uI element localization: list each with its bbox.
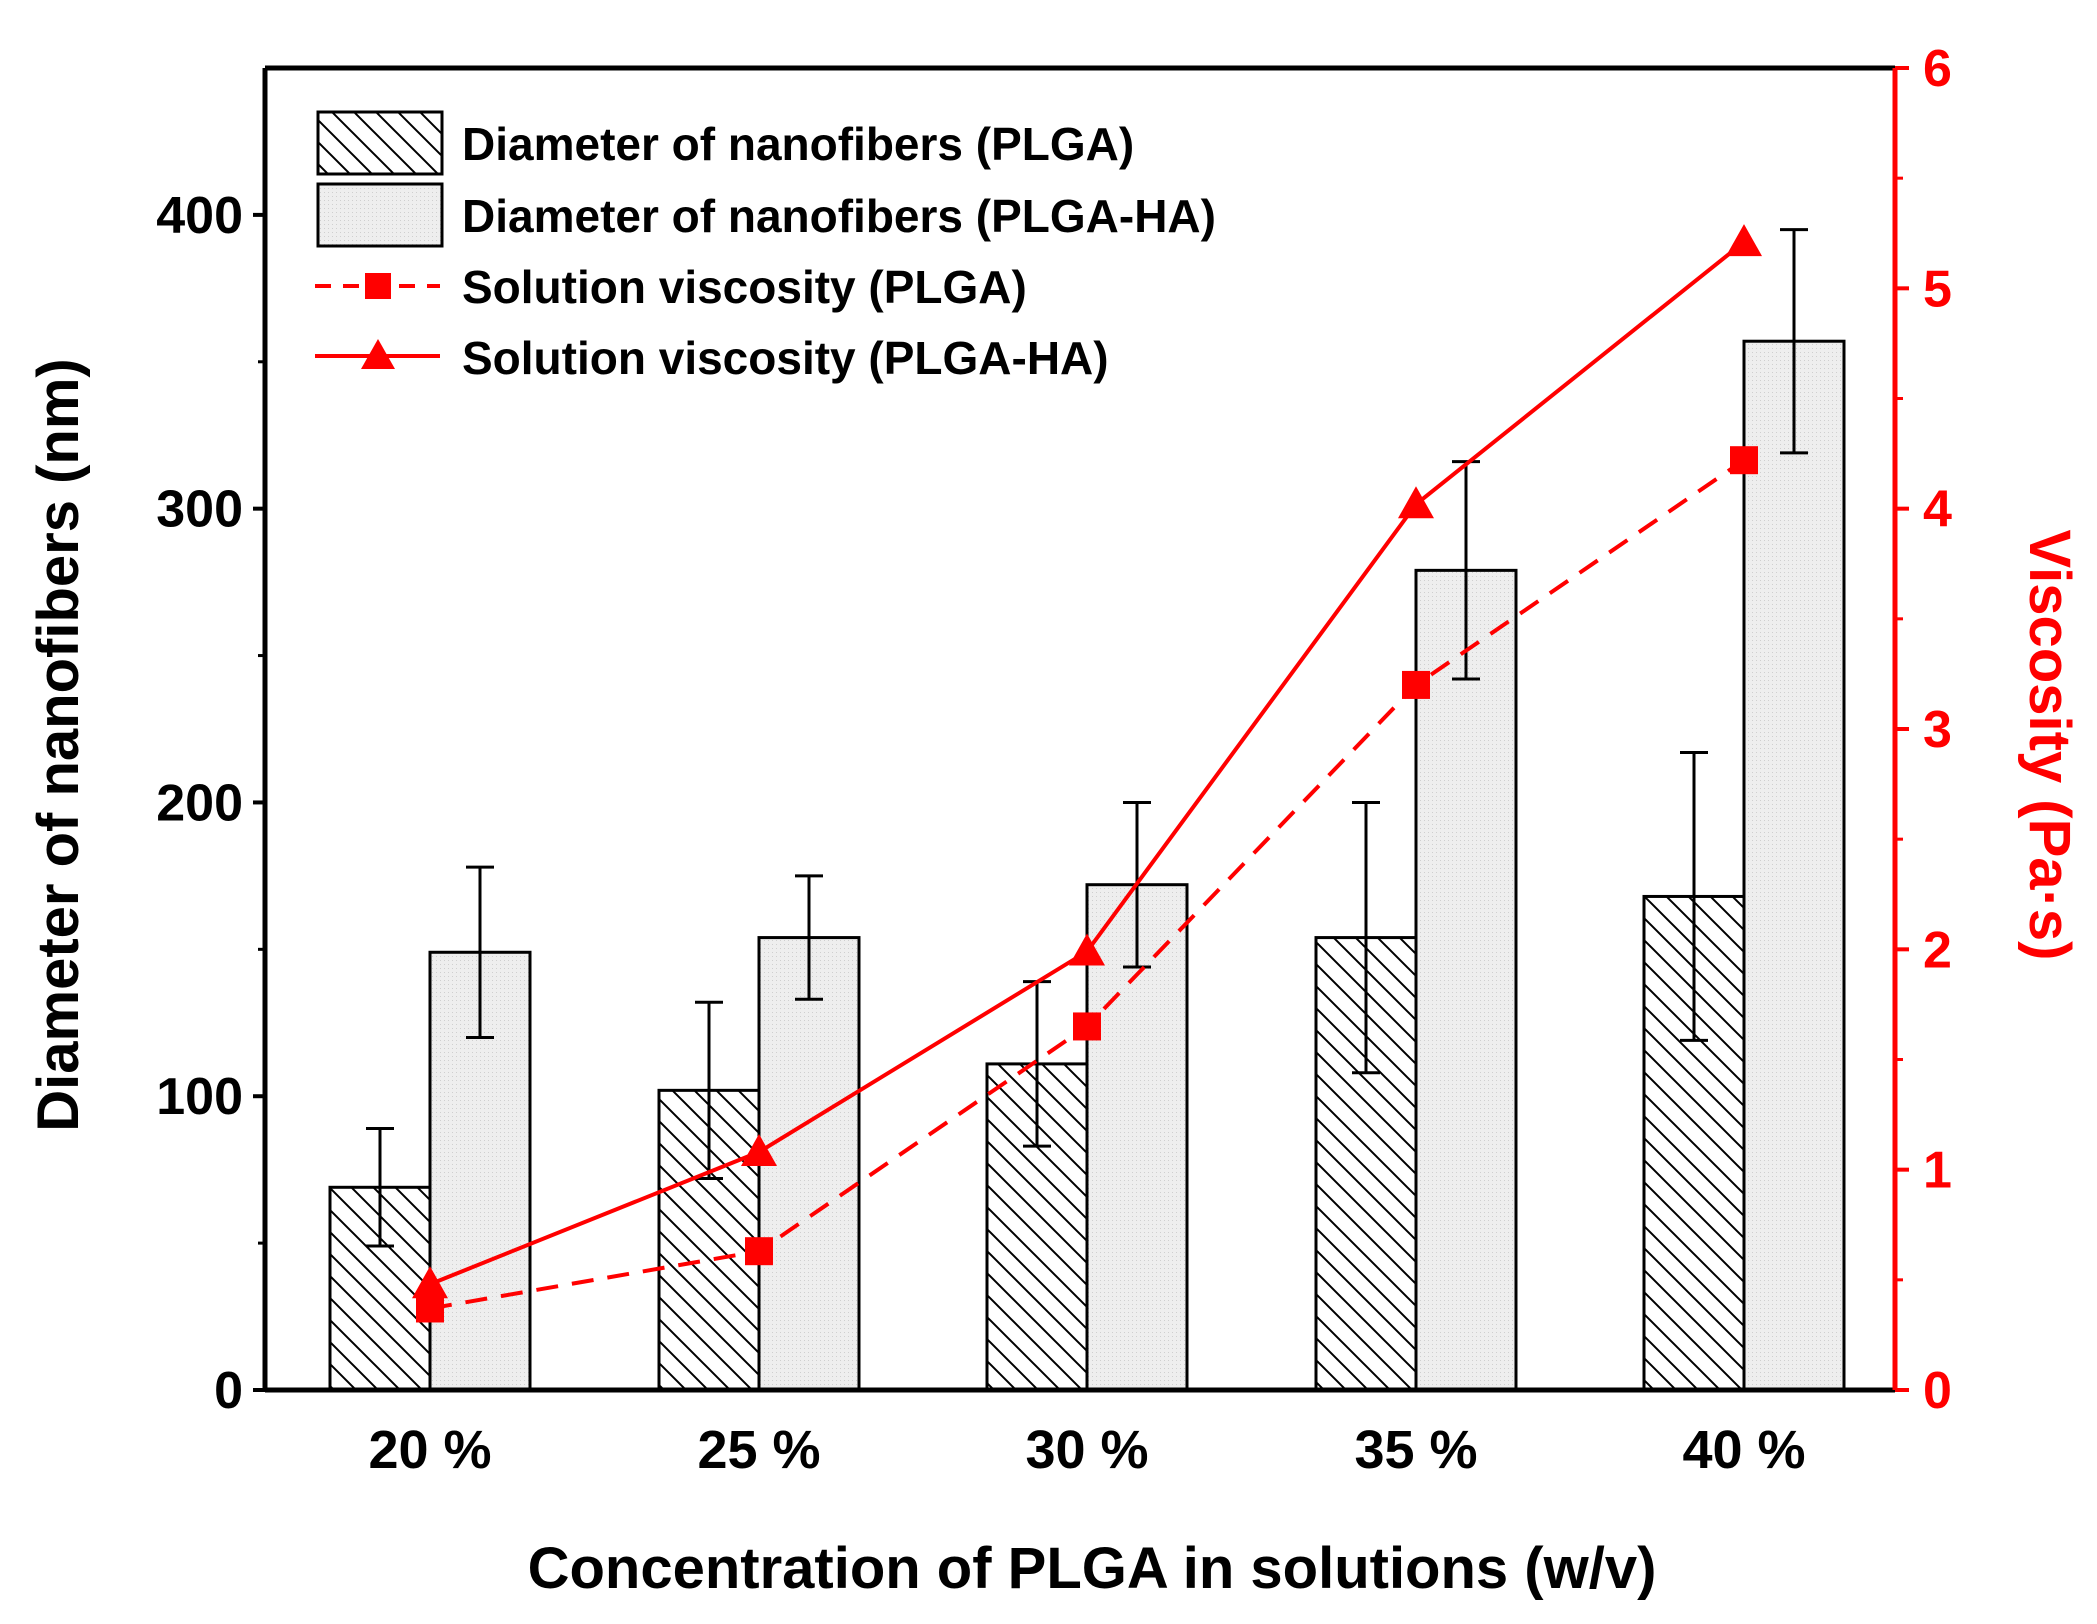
y-left-tick-label: 0: [214, 1362, 243, 1420]
legend-label-plga-line: Solution viscosity (PLGA): [462, 261, 1027, 313]
legend-label-plga-ha-bar: Diameter of nanofibers (PLGA-HA): [462, 190, 1216, 242]
error-bar-plga-ha-5: [1780, 228, 1808, 455]
y-left-tick-label: 400: [156, 187, 243, 245]
y-left-tick-label: 200: [156, 774, 243, 832]
error-bar-plga-1: [366, 1127, 394, 1248]
error-bar-plga-4: [1352, 800, 1380, 1075]
y-axis-left-title: Diameter of nanofibers (nm): [26, 358, 91, 1131]
marker-viscosity-plga-4: [1402, 670, 1430, 699]
ticks-layer: 0 100 200 300 400 0 1 2 3 4 5 6 20 % 25 % 30 % 35 % 40 %: [156, 40, 1952, 1480]
y-right-tick-label: 2: [1923, 921, 1952, 979]
y-axis-right-title: Viscosity (Pa·s): [2017, 530, 2082, 961]
y-right-tick-label: 5: [1923, 260, 1952, 318]
x-tick-label: 30 %: [1025, 1420, 1148, 1480]
error-bar-plga-ha-2: [795, 874, 823, 1001]
legend-label-plga-ha-line: Solution viscosity (PLGA-HA): [462, 332, 1109, 384]
x-tick-label: 20 %: [368, 1420, 491, 1480]
marker-viscosity-plga-ha-3: [1069, 933, 1105, 966]
marker-viscosity-plga-ha-4: [1398, 486, 1434, 519]
y-right-tick-label: 6: [1923, 40, 1952, 98]
bar-plga-ha-3: [1085, 883, 1189, 1392]
x-axis-title: Concentration of PLGA in solutions (w/v): [528, 1536, 1657, 1601]
y-right-tick-label: 0: [1923, 1362, 1952, 1420]
legend-swatch-plga-ha-bar: [316, 182, 444, 248]
error-bar-plga-ha-4: [1452, 460, 1480, 681]
legend-swatch-plga-bar: [316, 110, 444, 176]
error-bar-plga-5: [1680, 751, 1708, 1042]
y-right-tick-label: 3: [1923, 701, 1952, 759]
marker-viscosity-plga-ha-5: [1726, 224, 1762, 257]
x-tick-label: 25 %: [697, 1420, 820, 1480]
legend-label-plga-bar: Diameter of nanofibers (PLGA): [462, 118, 1134, 170]
legend: Diameter of nanofibers (PLGA) Diameter o…: [315, 110, 1216, 384]
bar-plga-ha-5: [1742, 339, 1846, 1392]
marker-viscosity-plga-1: [416, 1294, 444, 1323]
marker-viscosity-plga-5: [1730, 446, 1758, 475]
bar-plga-ha-4: [1414, 568, 1518, 1392]
marker-viscosity-plga-3: [1073, 1012, 1101, 1041]
y-left-tick-label: 100: [156, 1068, 243, 1126]
legend-marker-square: [365, 273, 391, 299]
marker-viscosity-plga-ha-2: [741, 1134, 777, 1167]
error-bar-plga-ha-1: [466, 865, 494, 1039]
x-tick-label: 40 %: [1682, 1420, 1805, 1480]
error-bar-plga-2: [695, 1000, 723, 1180]
marker-viscosity-plga-2: [745, 1237, 773, 1266]
lines-layer: [412, 224, 1762, 1323]
y-right-tick-label: 1: [1923, 1142, 1952, 1200]
legend-marker-triangle: [361, 339, 395, 369]
x-tick-label: 35 %: [1354, 1420, 1477, 1480]
y-right-tick-label: 4: [1923, 481, 1952, 539]
marker-viscosity-plga-ha-1: [412, 1266, 448, 1299]
y-left-tick-label: 300: [156, 481, 243, 539]
